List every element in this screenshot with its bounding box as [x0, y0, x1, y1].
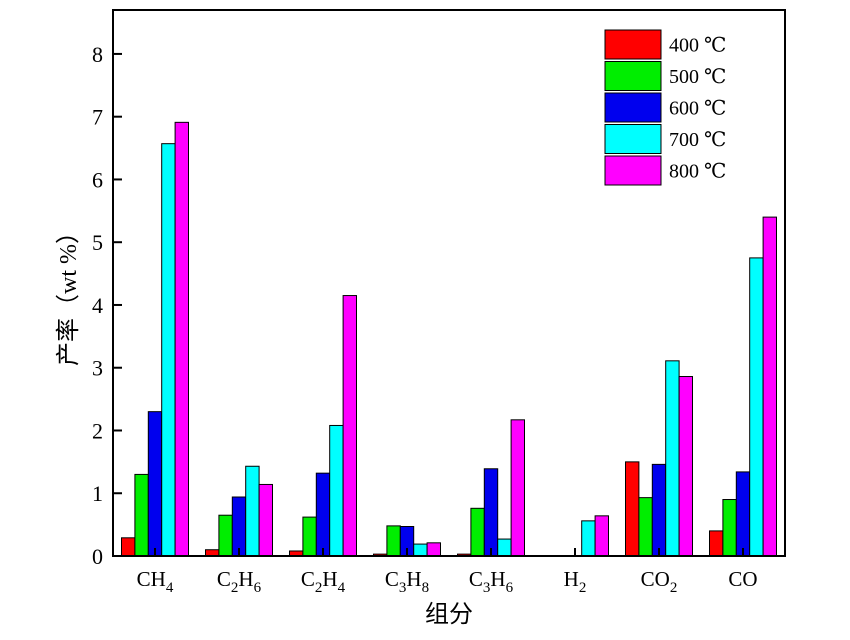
y-axis-title: 产率（wt %）	[55, 220, 82, 366]
bar	[329, 424, 344, 557]
legend-label: 400 ℃	[669, 35, 726, 57]
x-tick-label: CH4	[137, 567, 174, 596]
x-axis-title: 组分	[425, 601, 473, 628]
plot-frame	[112, 9, 786, 557]
bar	[483, 468, 499, 557]
bar	[651, 463, 667, 557]
legend-swatch	[604, 92, 662, 123]
bar	[735, 471, 751, 557]
y-tick-label: 4	[92, 293, 103, 318]
bar	[722, 499, 737, 557]
x-tick-label: CO2	[641, 567, 678, 596]
legend-swatch	[604, 61, 662, 91]
x-tick-label: C2H6	[217, 567, 262, 596]
legend-label: 600 ℃	[669, 98, 726, 120]
legend: 400 ℃ 500 ℃ 600 ℃ 700 ℃ 800 ℃	[604, 29, 726, 186]
legend-swatch	[604, 29, 662, 60]
bar	[497, 538, 512, 557]
bar	[174, 121, 190, 557]
x-axis: CH4 C2H6 C2H4 C3H8 C3H6 H2 CO2 CO	[137, 548, 758, 596]
bar	[231, 496, 247, 557]
x-tick-label: C3H8	[385, 567, 429, 596]
legend-label: 800 ℃	[669, 161, 726, 183]
x-tick-label: C3H6	[469, 567, 514, 596]
y-tick-label: 3	[92, 356, 103, 381]
bars-layer	[121, 121, 777, 557]
bar	[147, 411, 163, 557]
y-tick-label: 2	[92, 418, 103, 443]
x-tick-label: CO	[728, 567, 757, 591]
legend-label: 700 ℃	[669, 129, 726, 151]
bar	[315, 472, 331, 557]
bar	[413, 543, 428, 557]
bar	[218, 514, 233, 557]
bar	[638, 497, 653, 557]
y-tick-label: 0	[92, 544, 103, 569]
y-tick-label: 6	[92, 167, 103, 192]
bar	[134, 473, 149, 557]
bar	[161, 143, 176, 557]
bar	[678, 376, 693, 557]
y-tick-label: 8	[92, 42, 103, 67]
bar	[594, 515, 609, 557]
bar	[665, 360, 680, 557]
bar	[749, 257, 764, 557]
bar	[762, 216, 777, 557]
legend-swatch	[604, 124, 662, 154]
bar	[386, 525, 401, 557]
bar	[342, 295, 358, 557]
legend-label: 500 ℃	[669, 66, 726, 88]
bar	[258, 483, 274, 557]
x-tick-label: C2H4	[301, 567, 346, 596]
bar	[245, 465, 260, 557]
y-axis: 0 1 2 3 4 5 6 7 8	[92, 42, 122, 569]
y-tick-label: 1	[92, 481, 103, 506]
bar	[581, 520, 596, 557]
y-tick-label: 5	[92, 230, 103, 255]
bar	[709, 530, 724, 557]
x-tick-label: H2	[564, 567, 587, 596]
bar	[426, 542, 442, 557]
bar	[302, 516, 317, 557]
bar	[470, 507, 485, 557]
bar	[121, 537, 136, 557]
y-tick-label: 7	[92, 105, 103, 130]
bar	[510, 419, 526, 557]
bar	[625, 461, 640, 557]
legend-swatch	[604, 155, 662, 186]
